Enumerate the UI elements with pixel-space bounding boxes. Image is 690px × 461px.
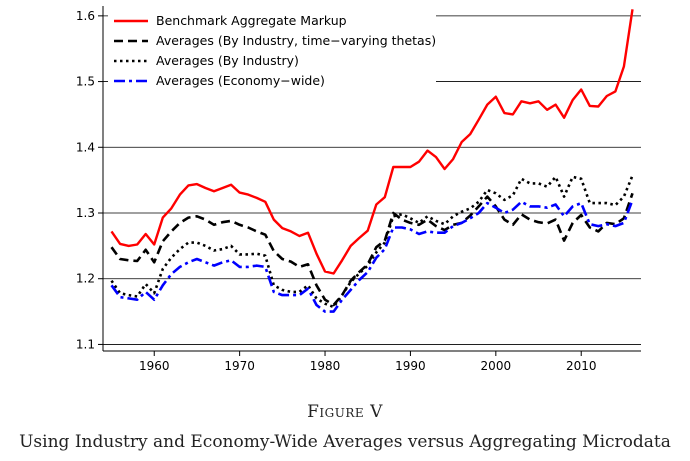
x-tick-label: 1980 xyxy=(310,359,341,373)
x-tick-label: 1960 xyxy=(139,359,170,373)
y-tick-label: 1.6 xyxy=(76,9,95,23)
series-line-2 xyxy=(110,192,634,307)
legend-label: Benchmark Aggregate Markup xyxy=(156,13,347,28)
y-tick-label: 1.1 xyxy=(76,337,95,351)
legend-label: Averages (By Industry) xyxy=(156,53,299,68)
series-line-4 xyxy=(110,199,634,313)
line-chart: Benchmark Aggregate Markup Averages (By I… xyxy=(76,6,641,373)
y-tick-label: 1.3 xyxy=(76,206,95,220)
axes xyxy=(102,6,641,352)
series-line-1 xyxy=(110,9,634,275)
legend-entries: Benchmark Aggregate Markup Averages (By I… xyxy=(114,13,436,88)
x-tick-label: 2010 xyxy=(566,359,597,373)
y-ticks: 1.1 1.2 1.3 1.4 1.5 1.6 xyxy=(76,9,103,351)
x-tick-label: 2000 xyxy=(481,359,512,373)
x-tick-label: 1990 xyxy=(395,359,426,373)
y-tick-label: 1.5 xyxy=(76,75,95,89)
legend-label: Averages (By Industry, time−varying thet… xyxy=(156,33,436,48)
series-lines xyxy=(110,9,634,313)
y-tick-label: 1.4 xyxy=(76,140,95,154)
figure-label: Figure V xyxy=(307,402,383,422)
series-line-3 xyxy=(110,175,634,309)
legend-background xyxy=(108,9,436,93)
legend xyxy=(108,9,436,93)
x-tick-label: 1970 xyxy=(224,359,255,373)
x-ticks: 1960 1970 1980 1990 2000 2010 xyxy=(139,351,597,373)
figure-caption: Using Industry and Economy-Wide Averages… xyxy=(19,432,671,452)
legend-label: Averages (Economy−wide) xyxy=(156,73,325,88)
y-tick-label: 1.2 xyxy=(76,272,95,286)
